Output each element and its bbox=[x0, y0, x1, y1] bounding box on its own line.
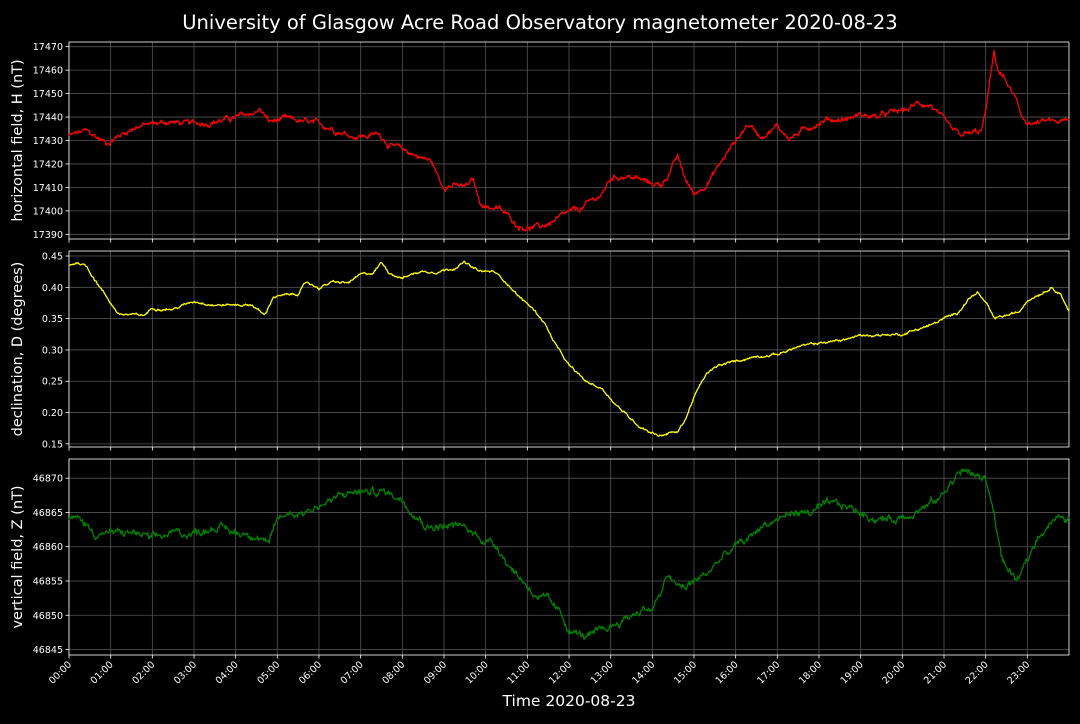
declination-axes-frame bbox=[68, 250, 1070, 448]
vertical-field-panel: 00:00 01:00 02:00 03:00 04:00 05:00 06:00 07:00… bbox=[10, 458, 1070, 686]
vertical-field-y-tick-label: 46850 bbox=[33, 611, 63, 622]
vertical-field-y-tick-label: 46865 bbox=[33, 508, 63, 519]
declination-y-tick-label: 0.40 bbox=[42, 283, 63, 294]
subplot-panels: 17390 17400 17410 17420 17430 17440 17450 17460… bbox=[10, 41, 1070, 686]
declination-series-line bbox=[69, 260, 1070, 437]
horizontal-field-axes-frame bbox=[68, 41, 1070, 240]
declination-y-axis-label: declination, D (degrees) bbox=[10, 262, 26, 437]
horizontal-field-y-axis-label: horizontal field, H (nT) bbox=[10, 59, 26, 221]
declination-y-tick-label: 0.30 bbox=[42, 345, 63, 356]
declination-panel: 0.15 0.20 0.25 0.30 0.35 0.40 0.45 declination,… bbox=[10, 250, 1070, 451]
declination-y-tick-label: 0.35 bbox=[42, 314, 63, 325]
chart-title: University of Glasgow Acre Road Observat… bbox=[182, 11, 897, 34]
declination-y-tick-label: 0.45 bbox=[42, 252, 63, 263]
vertical-field-axes-frame bbox=[68, 458, 1070, 656]
horizontal-field-y-tick-label: 17440 bbox=[33, 113, 63, 124]
declination-y-tick-label: 0.25 bbox=[42, 377, 63, 388]
declination-y-tick-label: 0.20 bbox=[42, 408, 63, 419]
horizontal-field-y-tick-label: 17400 bbox=[33, 206, 63, 217]
horizontal-field-y-tick-label: 17420 bbox=[33, 159, 63, 170]
horizontal-field-panel: 17390 17400 17410 17420 17430 17440 17450 17460… bbox=[10, 41, 1070, 243]
horizontal-field-y-tick-label: 17390 bbox=[33, 230, 63, 241]
horizontal-field-y-tick-label: 17430 bbox=[33, 136, 63, 147]
vertical-field-y-tick-label: 46845 bbox=[33, 645, 63, 656]
horizontal-field-y-tick-label: 17450 bbox=[33, 89, 63, 100]
vertical-field-y-axis-label: vertical field, Z (nT) bbox=[10, 485, 26, 628]
declination-y-tick-label: 0.15 bbox=[42, 439, 63, 450]
horizontal-field-y-tick-label: 17470 bbox=[33, 42, 63, 53]
vertical-field-y-tick-label: 46860 bbox=[33, 542, 63, 553]
vertical-field-y-tick-label: 46855 bbox=[33, 576, 63, 587]
x-axis-label: Time 2020-08-23 bbox=[502, 692, 636, 710]
horizontal-field-y-tick-label: 17460 bbox=[33, 66, 63, 77]
horizontal-field-series-line bbox=[68, 49, 1070, 232]
horizontal-field-y-tick-label: 17410 bbox=[33, 183, 63, 194]
vertical-field-y-tick-label: 46870 bbox=[33, 474, 63, 485]
vertical-field-series-line bbox=[68, 468, 1070, 640]
